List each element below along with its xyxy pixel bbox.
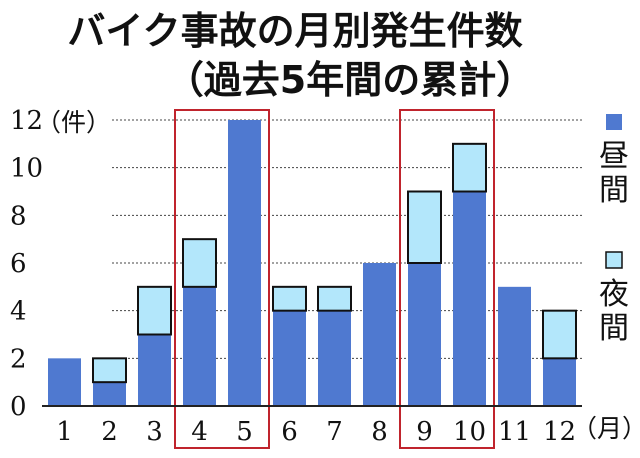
legend-swatch-day <box>606 114 622 130</box>
x-tick-label: 2 <box>101 417 118 447</box>
legend-label-char: 夜 <box>599 277 629 312</box>
chart-title-line2: （過去5年間の累計） <box>166 58 534 102</box>
y-tick-label: 12 <box>10 106 43 136</box>
bar-day-4 <box>183 286 216 406</box>
bar-night-9 <box>407 190 442 264</box>
legend-label-char: 昼 <box>599 139 629 174</box>
x-tick-label: 5 <box>236 417 253 447</box>
bar-day-1 <box>48 358 81 406</box>
y-tick-label: 6 <box>10 249 27 279</box>
x-tick-label: 3 <box>146 417 163 447</box>
bar-night-2 <box>92 357 127 384</box>
x-tick-label: 9 <box>416 417 433 447</box>
x-tick-label: 10 <box>453 417 486 447</box>
bars <box>48 120 577 406</box>
legend-label-char: 間 <box>599 311 629 346</box>
highlight-boxes <box>174 109 495 449</box>
chart-title-line1: バイク事故の月別発生件数 <box>67 9 522 53</box>
bar-day-8 <box>363 263 396 406</box>
x-tick-label: 8 <box>371 417 388 447</box>
legend-swatch-night <box>605 251 623 269</box>
bar-day-5 <box>228 120 261 406</box>
x-tick-label: 12 <box>543 417 576 447</box>
bar-night-10 <box>452 142 487 193</box>
y-tick-label: 0 <box>10 392 27 422</box>
bar-day-10 <box>453 191 486 406</box>
bar-night-7 <box>317 285 352 312</box>
bar-day-7 <box>318 310 351 406</box>
y-tick-label: 4 <box>10 297 27 327</box>
bar-day-2 <box>93 382 126 406</box>
x-tick-label: 1 <box>56 417 73 447</box>
x-tick-label: 7 <box>326 417 343 447</box>
bar-day-11 <box>498 286 531 406</box>
highlight-box-1 <box>174 109 270 449</box>
legend-label-char: 間 <box>599 173 629 208</box>
bar-night-3 <box>137 285 172 336</box>
x-tick-label: 4 <box>191 417 208 447</box>
bar-day-9 <box>408 263 441 406</box>
bar-day-3 <box>138 334 171 406</box>
bar-night-4 <box>182 238 217 288</box>
y-tick-label: 10 <box>10 154 43 184</box>
bar-night-6 <box>272 285 307 312</box>
x-tick-label: 11 <box>498 417 531 447</box>
bar-day-12 <box>543 358 576 406</box>
highlight-box-2 <box>399 109 495 449</box>
bar-day-6 <box>273 310 306 406</box>
y-tick-label: 8 <box>10 201 27 231</box>
bar-night-12 <box>542 309 577 360</box>
x-axis-unit-label: （月） <box>572 414 640 443</box>
y-tick-label: 2 <box>10 344 27 374</box>
x-tick-label: 6 <box>281 417 298 447</box>
y-axis-unit-label: （件） <box>36 108 111 137</box>
